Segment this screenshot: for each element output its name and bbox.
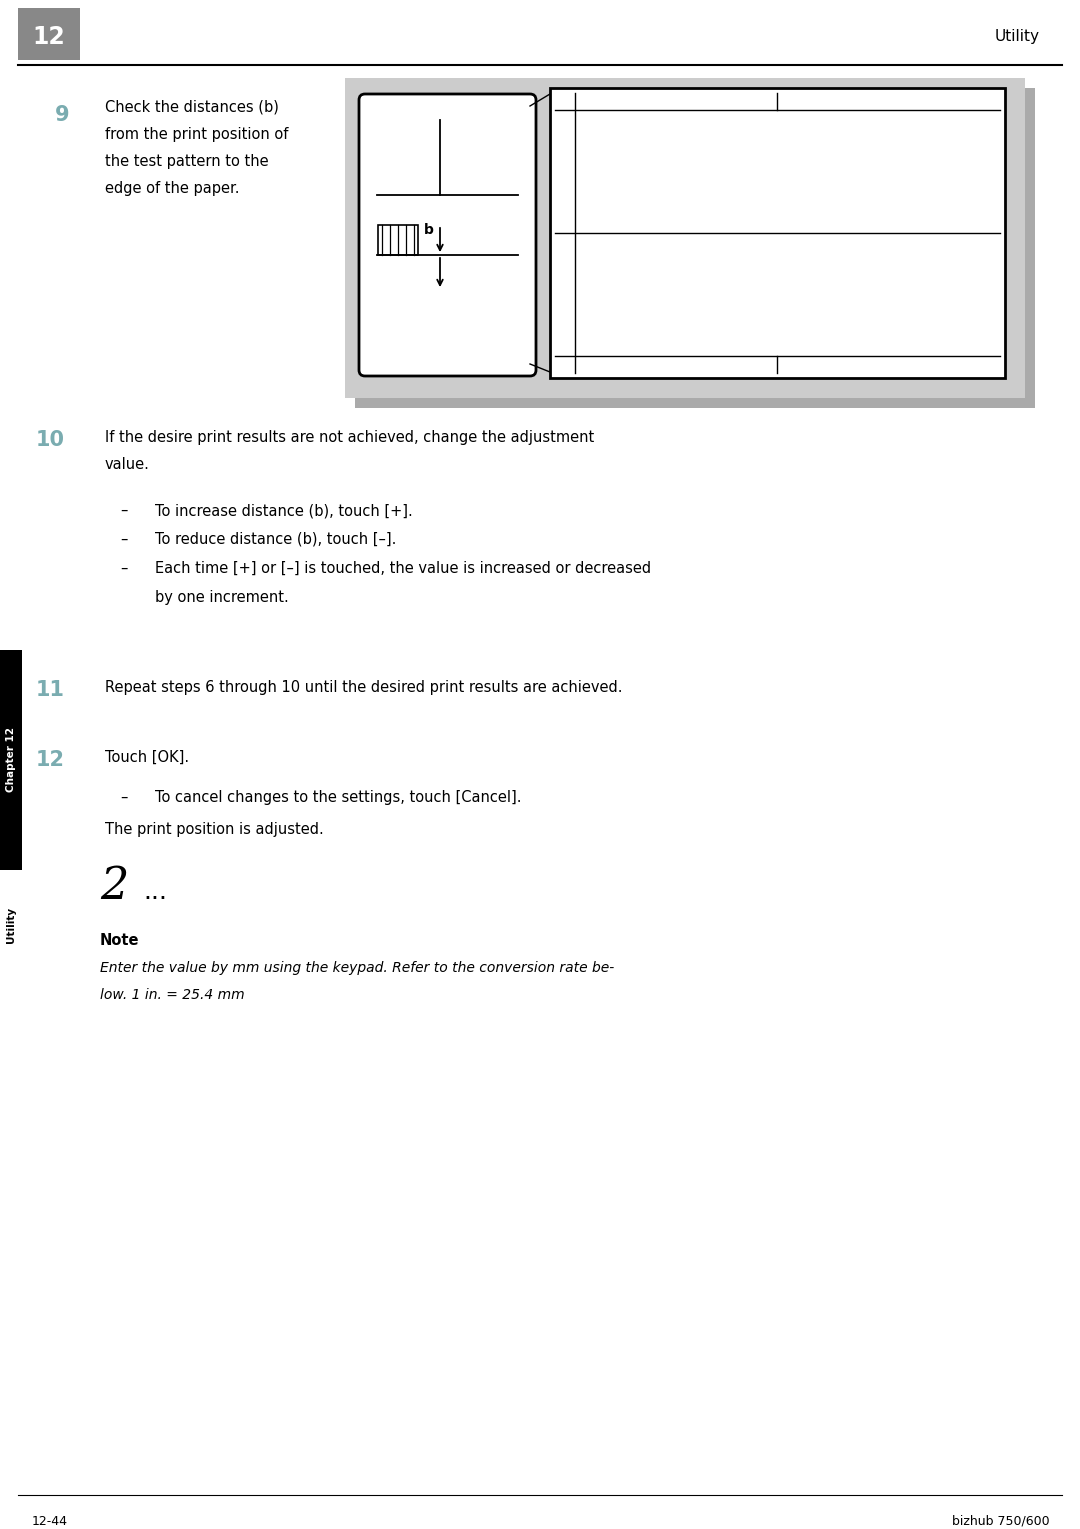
- Text: low. 1 in. = 25.4 mm: low. 1 in. = 25.4 mm: [100, 988, 245, 1001]
- Text: by one increment.: by one increment.: [156, 590, 288, 605]
- Text: Note: Note: [100, 933, 139, 948]
- Text: 12: 12: [32, 24, 66, 49]
- Text: 12: 12: [36, 751, 65, 771]
- Bar: [18, 8, 80, 60]
- Text: 12-44: 12-44: [32, 1515, 68, 1527]
- Text: ...: ...: [143, 881, 167, 904]
- Text: To cancel changes to the settings, touch [Cancel].: To cancel changes to the settings, touch…: [156, 790, 522, 804]
- Bar: [378, 225, 418, 255]
- Bar: [550, 89, 1005, 378]
- Text: Utility: Utility: [6, 907, 16, 943]
- Text: the test pattern to the: the test pattern to the: [105, 154, 269, 170]
- Text: –: –: [120, 503, 127, 518]
- Text: bizhub 750/600: bizhub 750/600: [953, 1515, 1050, 1527]
- Bar: [355, 89, 1035, 408]
- Text: 11: 11: [36, 680, 65, 700]
- Text: edge of the paper.: edge of the paper.: [105, 180, 240, 196]
- Bar: [0, 875, 22, 976]
- Text: 9: 9: [55, 106, 69, 125]
- Text: Each time [+] or [–] is touched, the value is increased or decreased: Each time [+] or [–] is touched, the val…: [156, 561, 651, 576]
- Text: To reduce distance (b), touch [–].: To reduce distance (b), touch [–].: [156, 532, 396, 547]
- Bar: [345, 78, 1025, 398]
- Text: –: –: [120, 561, 127, 576]
- Text: 2: 2: [100, 865, 129, 908]
- Bar: [0, 650, 22, 870]
- Text: 10: 10: [36, 430, 65, 450]
- Text: If the desire print results are not achieved, change the adjustment: If the desire print results are not achi…: [105, 430, 594, 445]
- Text: To increase distance (b), touch [+].: To increase distance (b), touch [+].: [156, 503, 413, 518]
- Text: The print position is adjusted.: The print position is adjusted.: [105, 823, 324, 836]
- Text: Chapter 12: Chapter 12: [6, 728, 16, 792]
- Text: Enter the value by mm using the keypad. Refer to the conversion rate be-: Enter the value by mm using the keypad. …: [100, 962, 615, 976]
- Text: Touch [OK].: Touch [OK].: [105, 751, 189, 764]
- Text: –: –: [120, 790, 127, 804]
- Text: b: b: [424, 223, 434, 237]
- Text: Check the distances (b): Check the distances (b): [105, 99, 279, 115]
- Text: value.: value.: [105, 457, 150, 472]
- Text: from the print position of: from the print position of: [105, 127, 288, 142]
- FancyBboxPatch shape: [359, 93, 536, 376]
- Text: Utility: Utility: [995, 29, 1040, 44]
- Text: –: –: [120, 532, 127, 547]
- Text: Repeat steps 6 through 10 until the desired print results are achieved.: Repeat steps 6 through 10 until the desi…: [105, 680, 622, 696]
